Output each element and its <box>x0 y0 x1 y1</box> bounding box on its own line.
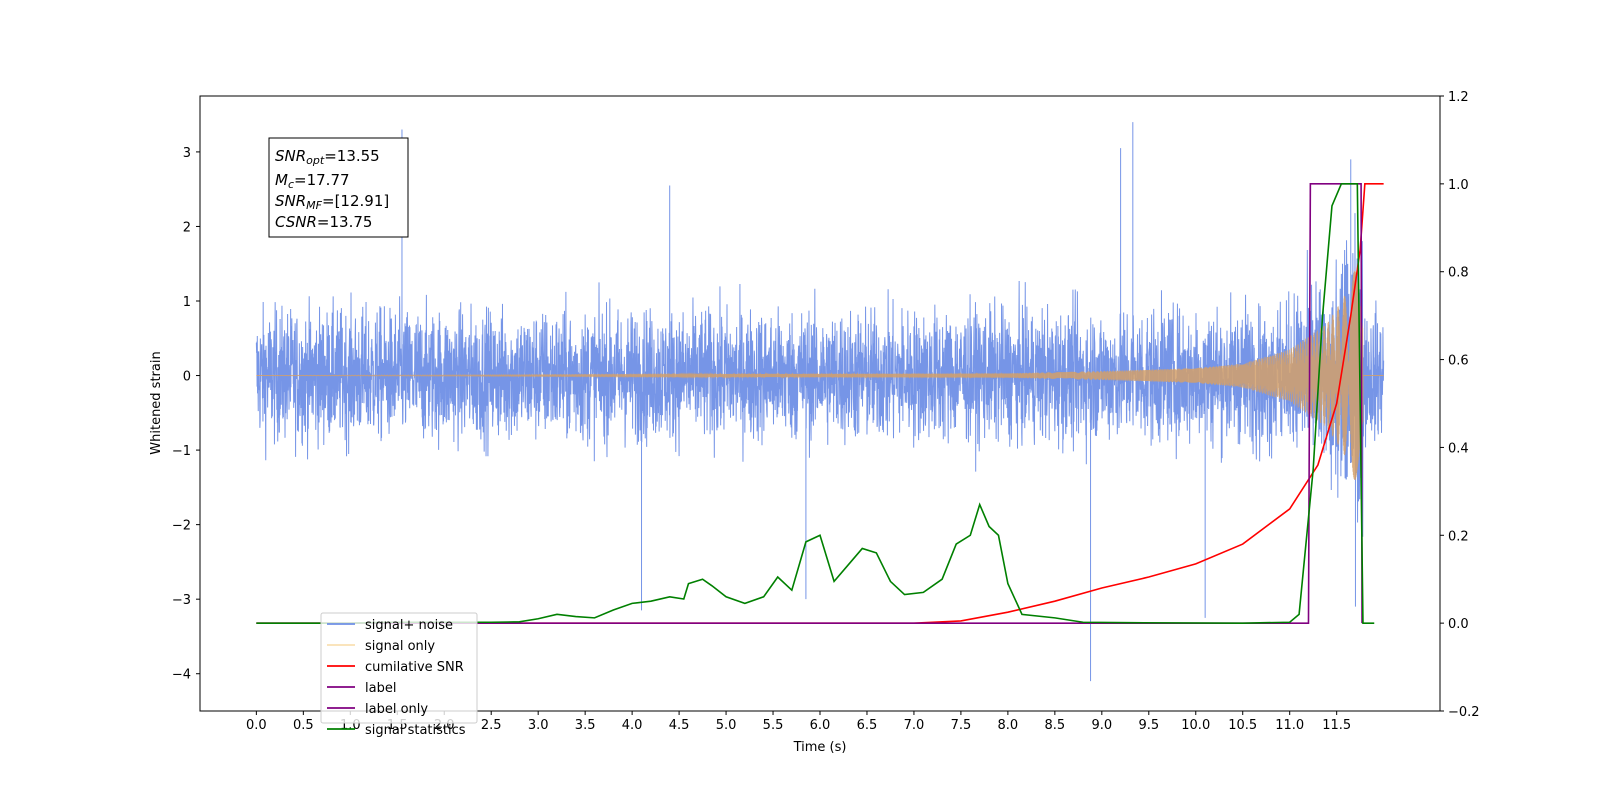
x-tick-label: 11.5 <box>1322 718 1351 733</box>
info-snr-opt: SNRopt=13.55 <box>275 147 380 167</box>
y-right-tick-label: 0.6 <box>1448 354 1469 369</box>
x-tick-label: 5.5 <box>763 718 784 733</box>
legend-label: signal only <box>365 639 435 654</box>
x-tick-label: 10.0 <box>1181 718 1210 733</box>
info-csnr: CSNR=13.75 <box>275 213 372 231</box>
y-right-tick-label: 0.4 <box>1448 441 1469 456</box>
y-right-tick-label: 1.0 <box>1448 178 1469 193</box>
y-left-tick-label: 1 <box>183 295 191 310</box>
legend-label: label <box>365 681 396 696</box>
y-left-tick-label: −4 <box>172 668 191 683</box>
x-axis-label: Time (s) <box>793 740 847 755</box>
x-tick-label: 10.5 <box>1228 718 1257 733</box>
series-signal-only <box>256 271 1384 480</box>
x-tick-label: 4.0 <box>622 718 643 733</box>
x-tick-label: 9.0 <box>1091 718 1112 733</box>
info-snr-mf: SNRMF=[12.91] <box>275 192 389 212</box>
series-cumilative-snr <box>256 183 1384 624</box>
x-tick-label: 0.0 <box>246 718 267 733</box>
y-left-tick-label: −2 <box>172 519 191 534</box>
x-tick-label: 11.0 <box>1275 718 1304 733</box>
x-tick-label: 3.0 <box>528 718 549 733</box>
info-box: SNRopt=13.55 Mc=17.77 SNRMF=[12.91] CSNR… <box>268 137 409 238</box>
legend-label: signal statistics <box>365 723 466 738</box>
y-right-tick-label: −0.2 <box>1448 705 1480 720</box>
x-tick-label: 7.0 <box>904 718 925 733</box>
series-signal-noise <box>255 122 1385 682</box>
y-left-tick-label: 3 <box>183 146 191 161</box>
y-axis-left-ticks: 3 2 1 0 −1 −2 −3 −4 <box>172 146 200 683</box>
y-right-tick-label: 1.2 <box>1448 90 1469 105</box>
x-tick-label: 3.5 <box>575 718 596 733</box>
legend-label: signal+ noise <box>365 618 453 633</box>
legend-label: cumilative SNR <box>365 660 464 675</box>
legend: signal+ noise signal only cumilative SNR la… <box>320 612 478 738</box>
x-tick-label: 9.5 <box>1138 718 1159 733</box>
x-tick-label: 7.5 <box>951 718 972 733</box>
legend-frame <box>320 612 478 724</box>
y-left-tick-label: 0 <box>183 370 191 385</box>
series-label <box>256 183 1363 624</box>
x-tick-label: 2.5 <box>481 718 502 733</box>
y-left-tick-label: 2 <box>183 220 191 235</box>
x-tick-label: 6.0 <box>810 718 831 733</box>
legend-label: label only <box>365 702 428 717</box>
y-left-tick-label: −1 <box>172 444 191 459</box>
x-tick-label: 4.5 <box>669 718 690 733</box>
y-axis-right-ticks: 1.2 1.0 0.8 0.6 0.4 0.2 0.0 −0.2 <box>1440 90 1480 720</box>
y-left-tick-label: −3 <box>172 593 191 608</box>
x-tick-label: 8.0 <box>998 718 1019 733</box>
x-tick-label: 0.5 <box>293 718 314 733</box>
y-right-tick-label: 0.8 <box>1448 266 1469 281</box>
info-mc: Mc=17.77 <box>275 171 350 191</box>
x-tick-label: 5.0 <box>716 718 737 733</box>
series-signal-statistics <box>256 183 1375 624</box>
y-right-tick-label: 0.0 <box>1448 617 1469 632</box>
x-tick-label: 6.5 <box>857 718 878 733</box>
y-axis-label: Whitened strain <box>149 351 164 454</box>
x-tick-label: 8.5 <box>1045 718 1066 733</box>
y-right-tick-label: 0.2 <box>1448 529 1469 544</box>
series-lines <box>255 122 1385 682</box>
